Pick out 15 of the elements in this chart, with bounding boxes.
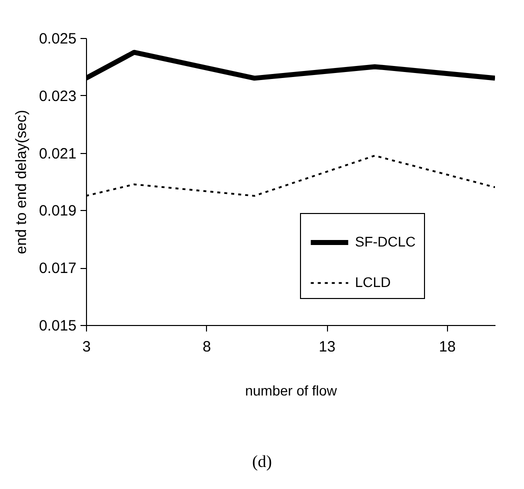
x-tick-label: 3 bbox=[82, 338, 91, 356]
y-tick-label: 0.019 bbox=[38, 202, 76, 220]
x-axis-title: number of flow bbox=[245, 382, 338, 398]
y-tick-label: 0.025 bbox=[38, 30, 76, 48]
x-tick-label: 18 bbox=[439, 338, 456, 356]
y-tick-label: 0.021 bbox=[38, 145, 76, 162]
y-tick-label: 0.017 bbox=[38, 260, 76, 278]
y-tick-label: 0.023 bbox=[38, 88, 76, 105]
y-tick-label: 0.015 bbox=[38, 318, 76, 334]
legend-label: LCLD bbox=[355, 274, 391, 290]
y-axis-title: end to end delay(sec) bbox=[12, 110, 30, 254]
x-tick-label: 8 bbox=[202, 338, 211, 356]
legend-label: SF-DCLC bbox=[355, 234, 416, 250]
text: (d) bbox=[251, 452, 273, 472]
x-tick-label: 13 bbox=[318, 338, 336, 356]
